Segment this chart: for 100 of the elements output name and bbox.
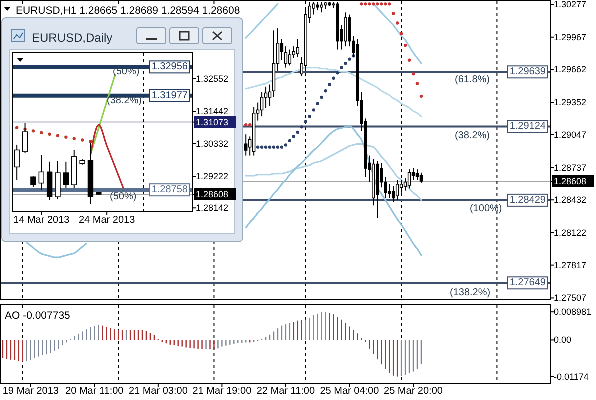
candlestick <box>344 12 348 48</box>
point <box>264 146 268 149</box>
ref-line-label: 1.29639 <box>510 66 546 78</box>
point <box>300 126 304 129</box>
point <box>296 130 300 134</box>
x-tick-label: 22 Mar 11:00 <box>256 386 316 397</box>
y-tick-label: 0.008981 <box>554 307 592 318</box>
y-tick-label: 1.28608 <box>554 176 587 186</box>
point <box>308 114 312 118</box>
point <box>392 12 396 16</box>
y-tick-label: 1.29222 <box>196 172 229 182</box>
line-series <box>245 143 422 202</box>
y-tick-label: 1.28122 <box>554 228 587 238</box>
point <box>56 134 60 138</box>
point <box>336 72 340 75</box>
point <box>360 2 364 6</box>
candlestick <box>416 169 420 181</box>
ref-line-label: 1.27649 <box>510 278 546 289</box>
point <box>324 90 328 93</box>
point <box>376 2 380 6</box>
y-tick-label: 1.29662 <box>554 64 587 75</box>
point <box>348 58 352 61</box>
line-series <box>90 124 124 189</box>
ref-line-label: 1.28429 <box>510 194 546 206</box>
point <box>64 136 68 139</box>
point <box>32 130 36 133</box>
point <box>268 146 272 149</box>
point <box>420 94 424 98</box>
point <box>320 96 324 100</box>
candlestick <box>296 38 300 58</box>
candlestick <box>284 46 288 68</box>
point <box>304 120 308 124</box>
point <box>368 2 372 6</box>
point <box>404 44 408 48</box>
y-tick-label: 1.27817 <box>554 260 587 270</box>
candlestick <box>268 84 272 106</box>
ref-line-label: 1.32956 <box>152 62 188 73</box>
candlestick <box>392 186 396 203</box>
point <box>388 2 392 6</box>
y-tick-label: 1.32552 <box>196 74 229 84</box>
annotation: (50%) <box>110 192 137 202</box>
candlestick <box>388 184 392 199</box>
point <box>260 146 264 149</box>
y-tick-label: 0.00 <box>554 335 572 346</box>
y-tick-label: -0.01174 <box>554 372 589 382</box>
ref-line-label: 1.31977 <box>152 90 188 102</box>
y-tick-label: 1.29967 <box>554 32 587 42</box>
point <box>412 72 416 76</box>
candlestick <box>264 86 268 109</box>
point <box>292 135 296 138</box>
point <box>48 132 52 136</box>
candlestick <box>63 161 70 188</box>
x-tick-label: 21 Mar 19:00 <box>192 386 252 397</box>
y-tick-label: 1.27507 <box>554 293 587 304</box>
point <box>272 146 276 149</box>
point <box>340 66 344 70</box>
point <box>89 140 92 144</box>
point <box>312 108 316 112</box>
annotation: (38.2%) <box>455 130 490 142</box>
ref-line-label: 1.28758 <box>152 184 188 196</box>
point <box>408 58 412 62</box>
text: AO -0.007735 <box>5 310 71 322</box>
point <box>416 82 420 86</box>
point <box>344 62 348 66</box>
chart-title: EURUSD,Daily <box>32 31 113 45</box>
point <box>332 76 336 80</box>
chart-title: EURUSD,H1 1.28665 1.28689 1.28594 1.28608 <box>16 5 240 17</box>
x-tick-label: 21 Mar 03:00 <box>128 386 188 397</box>
annotation: (138.2%) <box>450 288 491 298</box>
x-tick-label: 25 Mar 04:00 <box>320 386 380 397</box>
ref-line-label: 1.29124 <box>510 121 546 132</box>
x-tick-label: 24 Mar 2013 <box>79 215 136 226</box>
candlestick <box>244 134 248 156</box>
candlestick <box>280 38 284 61</box>
point <box>72 137 76 140</box>
point <box>396 22 400 25</box>
candlestick <box>408 169 412 190</box>
y-tick-label: 1.28608 <box>196 189 229 200</box>
point <box>40 131 44 135</box>
point <box>284 144 288 147</box>
x-tick-label: 14 Mar 2013 <box>14 215 70 226</box>
x-tick-label: 19 Mar 2013 <box>2 386 60 397</box>
candlestick <box>30 176 36 188</box>
y-tick-label: 1.28737 <box>554 162 587 173</box>
point <box>248 123 252 127</box>
y-tick-label: 1.28142 <box>196 203 229 214</box>
candlestick <box>288 49 292 66</box>
point <box>400 32 404 36</box>
point <box>280 146 284 149</box>
point <box>316 102 320 106</box>
annotation: (100%) <box>470 204 502 214</box>
candlestick <box>396 180 400 201</box>
candlestick <box>38 154 44 191</box>
point <box>244 123 248 127</box>
y-tick-label: 1.30332 <box>196 139 229 150</box>
point <box>372 2 376 6</box>
x-tick-label: 20 Mar 11:00 <box>66 386 124 397</box>
point <box>276 146 280 149</box>
point <box>380 2 384 6</box>
point <box>364 2 368 6</box>
